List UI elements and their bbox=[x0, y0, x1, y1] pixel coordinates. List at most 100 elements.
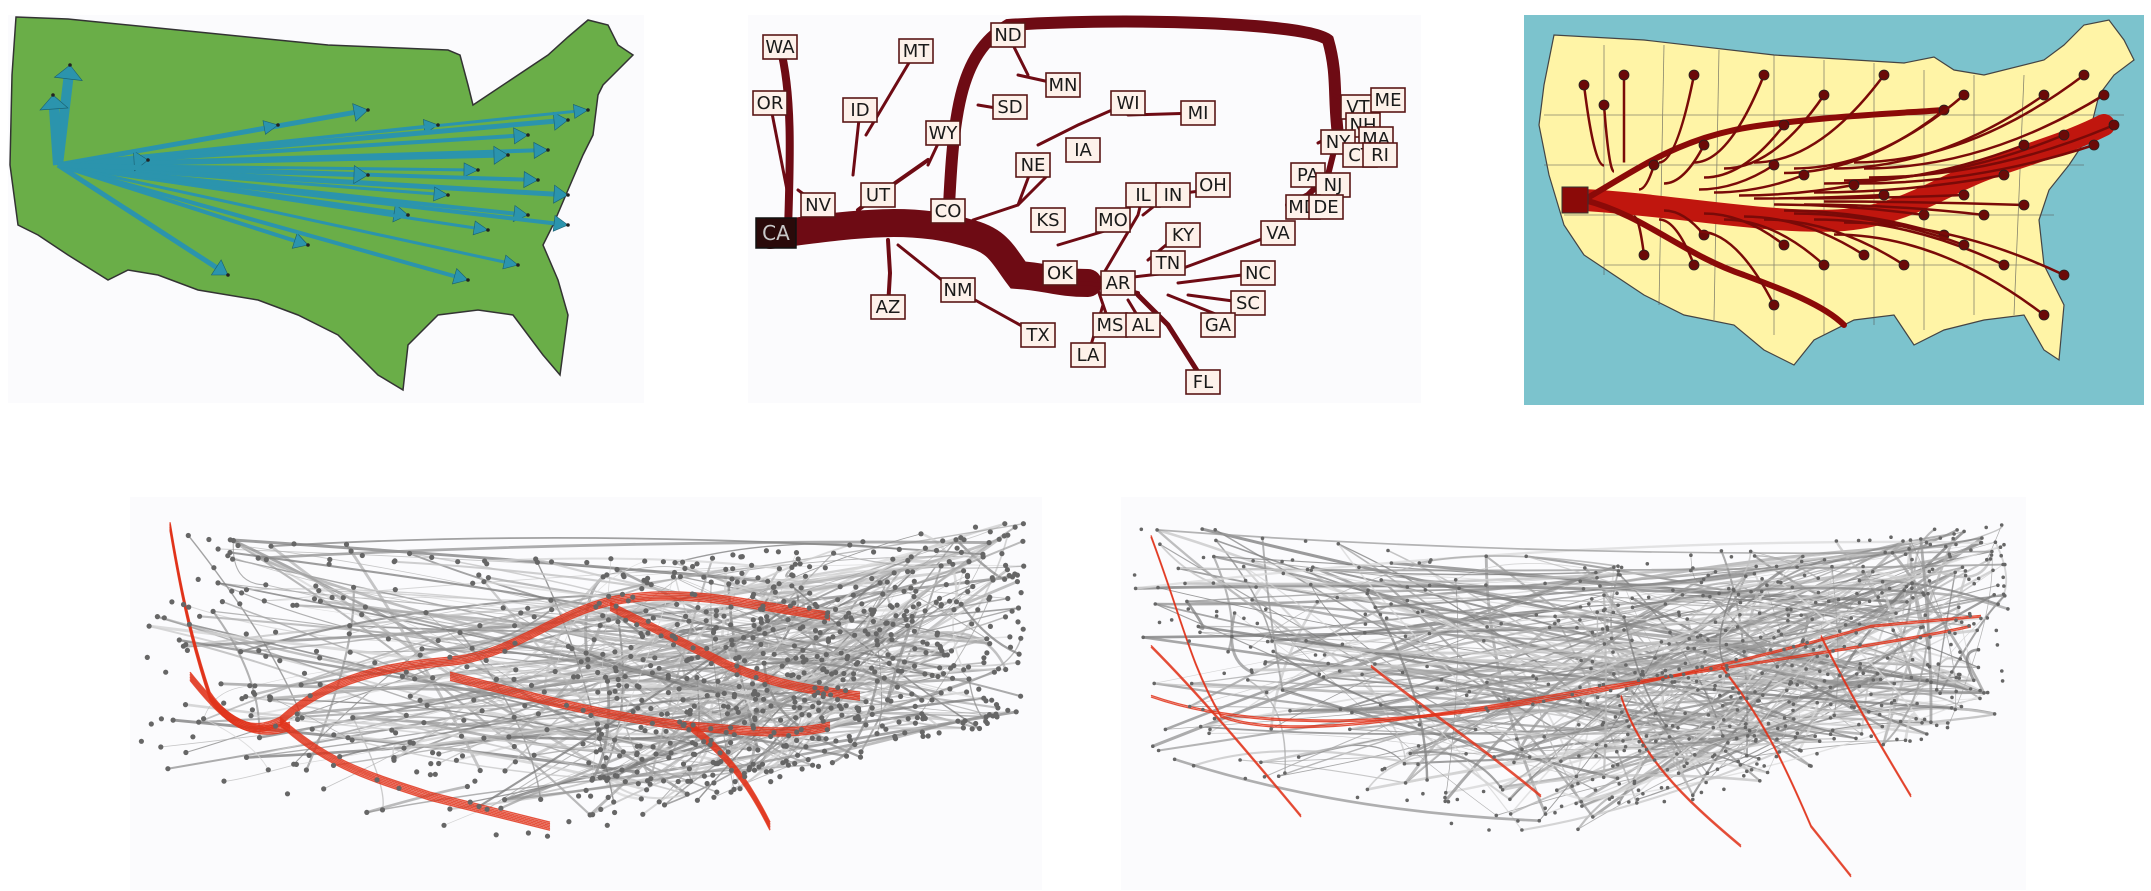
network-edge bbox=[1535, 678, 1582, 803]
flow-branch bbox=[1823, 143, 2025, 185]
branch-or bbox=[768, 101, 790, 197]
network-node bbox=[677, 719, 683, 725]
labeled-flow-tree-panel: WA MT ND OR ID MN SD WI MI WY VT ME NH NY MA CT RI IA NE PA… bbox=[748, 15, 1421, 403]
network-node bbox=[1420, 609, 1425, 613]
network-nodes bbox=[1132, 523, 2010, 832]
network-node bbox=[803, 744, 809, 750]
network-node bbox=[732, 779, 738, 785]
network-node bbox=[1737, 691, 1741, 695]
network-node bbox=[994, 714, 1000, 720]
network-node bbox=[1283, 771, 1287, 775]
network-node bbox=[1612, 565, 1616, 569]
network-node bbox=[914, 715, 921, 721]
network-node bbox=[869, 575, 875, 582]
network-node bbox=[238, 649, 244, 655]
network-node bbox=[1616, 569, 1621, 573]
destination-dot bbox=[1978, 209, 1990, 221]
network-node bbox=[1665, 785, 1670, 790]
flow-arrow-shaft bbox=[57, 163, 475, 230]
network-node bbox=[1012, 524, 1018, 530]
destination-dot bbox=[586, 108, 590, 112]
network-edge bbox=[257, 556, 738, 677]
network-edge bbox=[1156, 529, 1307, 642]
network-node bbox=[1691, 793, 1695, 797]
network-node bbox=[263, 557, 269, 563]
network-node bbox=[1574, 774, 1579, 779]
flow-arrow-head bbox=[553, 184, 569, 204]
network-node bbox=[1246, 678, 1250, 682]
network-node bbox=[1494, 813, 1499, 818]
network-edge bbox=[764, 661, 923, 702]
network-node bbox=[183, 642, 189, 648]
red-edges bbox=[1150, 535, 1982, 878]
network-node bbox=[235, 542, 241, 549]
state-label-wa: WA bbox=[762, 34, 798, 60]
network-node bbox=[911, 628, 918, 634]
network-edge bbox=[1500, 568, 1934, 788]
network-node bbox=[1747, 728, 1752, 733]
state-label-text: OH bbox=[1199, 175, 1227, 196]
network-node bbox=[1958, 650, 1962, 654]
network-node bbox=[1800, 639, 1805, 644]
network-node bbox=[1953, 570, 1957, 575]
network-node bbox=[1579, 800, 1583, 804]
network-edge bbox=[203, 718, 269, 771]
network-node bbox=[1695, 635, 1700, 639]
network-node bbox=[1537, 818, 1542, 823]
network-node bbox=[571, 674, 577, 680]
network-node bbox=[835, 696, 841, 703]
network-node bbox=[1682, 764, 1686, 768]
network-node bbox=[1786, 618, 1790, 623]
network-node bbox=[513, 667, 519, 673]
network-node bbox=[1766, 721, 1771, 726]
highlighted-edge bbox=[1150, 536, 1972, 729]
network-node bbox=[1962, 529, 1966, 534]
network-node bbox=[645, 630, 651, 636]
flow-branch bbox=[1753, 193, 1885, 200]
network-node bbox=[1895, 737, 1899, 742]
network-node bbox=[692, 751, 698, 757]
state-label-mo: MO bbox=[1095, 207, 1131, 233]
network-node bbox=[751, 622, 757, 629]
network-node bbox=[393, 730, 399, 736]
network-node bbox=[614, 695, 620, 701]
network-node bbox=[611, 799, 617, 805]
network-node bbox=[1908, 739, 1912, 743]
network-node bbox=[984, 650, 990, 656]
network-node bbox=[990, 713, 996, 719]
network-node bbox=[605, 617, 612, 623]
network-node bbox=[427, 772, 433, 778]
network-node bbox=[630, 594, 636, 600]
network-node bbox=[948, 648, 955, 654]
network-node bbox=[1683, 661, 1688, 666]
network-node bbox=[1681, 672, 1686, 677]
network-edge bbox=[724, 646, 756, 719]
network-node bbox=[1366, 588, 1370, 593]
network-edge bbox=[265, 584, 615, 653]
network-node bbox=[374, 777, 380, 783]
network-node bbox=[616, 682, 622, 688]
network-node bbox=[614, 566, 620, 573]
network-node bbox=[762, 630, 768, 637]
network-node bbox=[1515, 737, 1519, 741]
state-label-text: PA bbox=[1297, 165, 1320, 186]
flow-arrow-head bbox=[502, 254, 519, 270]
network-node bbox=[672, 560, 678, 566]
network-node bbox=[436, 751, 442, 757]
network-node bbox=[730, 552, 736, 558]
network-node bbox=[1602, 642, 1607, 646]
network-node bbox=[1967, 624, 1971, 628]
network-node bbox=[969, 726, 975, 732]
network-node bbox=[951, 607, 957, 613]
network-node bbox=[1280, 688, 1285, 692]
network-node bbox=[441, 822, 447, 828]
network-node bbox=[888, 632, 894, 638]
network-node bbox=[1755, 762, 1759, 766]
network-node bbox=[196, 719, 202, 725]
network-edge bbox=[258, 540, 990, 560]
network-node bbox=[1508, 797, 1512, 802]
network-node bbox=[813, 635, 819, 641]
network-node bbox=[901, 659, 908, 665]
flow-arrow-head bbox=[262, 120, 279, 135]
network-node bbox=[874, 678, 880, 684]
